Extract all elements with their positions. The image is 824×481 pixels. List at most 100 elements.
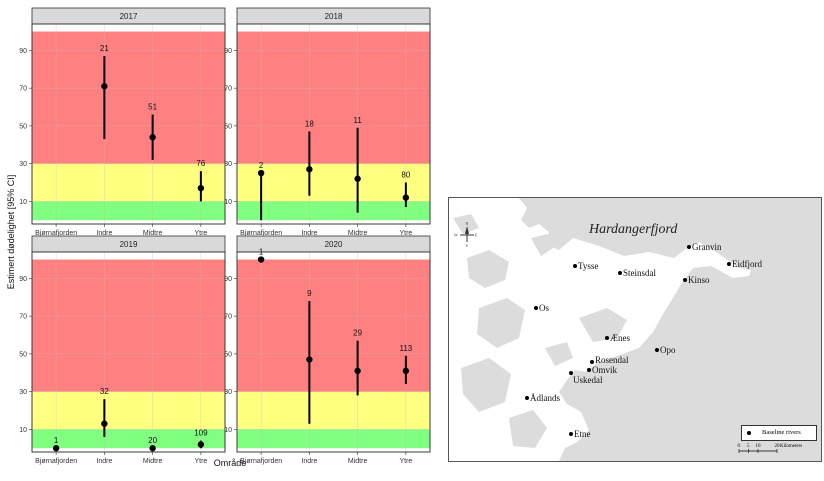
river-point-kinso: [683, 278, 687, 282]
place-label-granvin: Granvin: [692, 242, 722, 252]
x-tick-label: Ytre: [399, 230, 412, 237]
x-tick-label: Indre: [301, 458, 317, 465]
river-point-eidfjord: [727, 262, 731, 266]
river-point-opo: [655, 348, 659, 352]
river-point-rosendal: [590, 360, 594, 364]
estimate-point: [149, 134, 156, 141]
sample-size-label: 1: [259, 248, 264, 257]
estimate-point: [257, 256, 265, 263]
sample-size-label: 21: [100, 44, 109, 53]
place-label-steinsdal: Steinsdal: [623, 268, 656, 278]
x-tick-label: Indre: [96, 230, 112, 237]
place-label-rosendal: Rosendal: [595, 355, 629, 365]
risk-zone-1: [237, 391, 430, 430]
river-point-os: [534, 306, 538, 310]
sample-size-label: 113: [399, 344, 412, 353]
estimate-point: [197, 184, 205, 192]
compass-n: N: [466, 221, 469, 226]
place-label-uskedal: Uskedal: [573, 375, 603, 385]
risk-zone-0: [32, 201, 225, 221]
facet-title: 2017: [120, 12, 138, 21]
river-point-steinsdal: [618, 271, 622, 275]
compass-s: S: [466, 243, 468, 248]
y-tick-label: 30: [19, 161, 27, 168]
y-tick-label: 50: [224, 351, 232, 358]
place-label-omvik: Omvik: [592, 365, 618, 375]
place-label-tysse: Tysse: [578, 261, 599, 271]
estimate-point: [354, 175, 361, 182]
estimate-point: [197, 441, 205, 448]
y-tick-label: 90: [19, 276, 27, 283]
risk-zone-2: [237, 259, 430, 392]
sample-size-label: 80: [401, 170, 410, 179]
y-tick-label: 70: [224, 86, 232, 93]
x-tick-label: Bjørnafjorden: [35, 458, 77, 465]
place-label-eidfjord: Eidfjord: [732, 259, 762, 269]
x-tick-label: Ytre: [194, 230, 207, 237]
risk-zone-1: [237, 163, 430, 202]
panel-border: [31, 251, 226, 453]
river-point-uskedal: [569, 371, 573, 375]
y-tick-label: 90: [224, 48, 232, 55]
x-tick-label: Midtre: [348, 230, 368, 237]
y-tick-label: 70: [19, 314, 27, 321]
map-title: Hardangerfjord: [589, 222, 678, 237]
x-axis-label: Område: [214, 458, 247, 468]
facet-title: 2020: [325, 240, 343, 249]
y-tick-label: 10: [19, 199, 27, 206]
river-point-adlands: [525, 396, 529, 400]
scale-tick-10: 10: [756, 444, 762, 449]
map-terrain: N S E W: [449, 198, 821, 461]
sample-size-label: 51: [148, 103, 157, 112]
y-tick-label: 50: [224, 123, 232, 130]
x-tick-label: Ytre: [194, 458, 207, 465]
sample-size-label: 32: [100, 387, 109, 396]
estimate-point: [402, 194, 410, 201]
panel-border: [31, 23, 226, 225]
y-tick-label: 10: [224, 199, 232, 206]
risk-zone-2: [237, 31, 430, 164]
y-tick-label: 10: [19, 427, 27, 434]
river-point-granvin: [687, 245, 691, 249]
estimate-point: [101, 420, 108, 427]
map-legend: Baseline rivers: [741, 425, 817, 441]
risk-zone-2: [32, 259, 225, 392]
compass-e: E: [475, 233, 478, 238]
place-label-os: Os: [539, 303, 550, 313]
sample-size-label: 109: [194, 429, 208, 438]
x-tick-label: Indre: [301, 230, 317, 237]
x-tick-label: Bjørnafjorden: [35, 230, 77, 237]
river-point-etne: [569, 432, 573, 436]
risk-zone-1: [32, 391, 225, 430]
y-tick-label: 70: [224, 314, 232, 321]
y-tick-label: 30: [224, 161, 232, 168]
place-label-kinso: Kinso: [688, 275, 710, 285]
scale-unit: Kilometers: [780, 444, 802, 449]
estimate-point: [52, 445, 60, 452]
sample-size-label: 1: [54, 436, 59, 445]
estimate-point: [149, 445, 156, 452]
river-point-aenes: [605, 336, 609, 340]
x-tick-label: Indre: [96, 458, 112, 465]
x-tick-label: Midtre: [143, 458, 163, 465]
x-tick-label: Midtre: [348, 458, 368, 465]
x-tick-label: Bjørnafjorden: [240, 230, 282, 237]
y-tick-label: 50: [19, 123, 27, 130]
panel-border: [236, 23, 431, 225]
y-tick-label: 50: [19, 351, 27, 358]
river-point-tysse: [573, 264, 577, 268]
y-tick-label: 30: [19, 389, 27, 396]
estimate-point: [257, 169, 265, 177]
compass-w: W: [454, 233, 458, 238]
risk-zone-2: [32, 31, 225, 164]
y-axis-label: Estimert dødelighet [95% CI]: [6, 175, 16, 290]
legend-label: Baseline rivers: [762, 429, 801, 436]
estimate-point: [402, 367, 410, 375]
legend-dot-icon: [747, 431, 751, 435]
y-tick-label: 10: [224, 427, 232, 434]
risk-zone-0: [237, 201, 430, 221]
risk-zone-1: [32, 163, 225, 202]
sample-size-label: 29: [353, 329, 362, 338]
estimate-point: [354, 367, 361, 375]
risk-zone-0: [237, 429, 430, 449]
